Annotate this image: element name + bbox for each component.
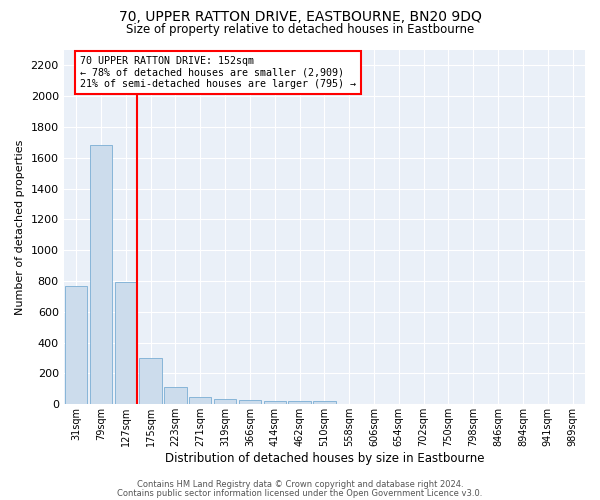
Bar [65, 286, 87, 405]
Bar [214, 399, 236, 404]
Text: 70 UPPER RATTON DRIVE: 152sqm
← 78% of detached houses are smaller (2,909)
21% o: 70 UPPER RATTON DRIVE: 152sqm ← 78% of d… [80, 56, 356, 90]
Bar [189, 398, 211, 404]
Y-axis label: Number of detached properties: Number of detached properties [15, 140, 25, 315]
Bar [313, 401, 335, 404]
Text: Contains public sector information licensed under the Open Government Licence v3: Contains public sector information licen… [118, 488, 482, 498]
Text: 70, UPPER RATTON DRIVE, EASTBOURNE, BN20 9DQ: 70, UPPER RATTON DRIVE, EASTBOURNE, BN20… [119, 10, 481, 24]
Bar [115, 282, 137, 405]
Bar [289, 401, 311, 404]
Text: Contains HM Land Registry data © Crown copyright and database right 2024.: Contains HM Land Registry data © Crown c… [137, 480, 463, 489]
Bar [139, 358, 162, 405]
Text: Size of property relative to detached houses in Eastbourne: Size of property relative to detached ho… [126, 22, 474, 36]
Bar [90, 144, 112, 404]
Bar [263, 401, 286, 404]
Bar [164, 388, 187, 404]
Bar [239, 400, 261, 404]
X-axis label: Distribution of detached houses by size in Eastbourne: Distribution of detached houses by size … [164, 452, 484, 465]
